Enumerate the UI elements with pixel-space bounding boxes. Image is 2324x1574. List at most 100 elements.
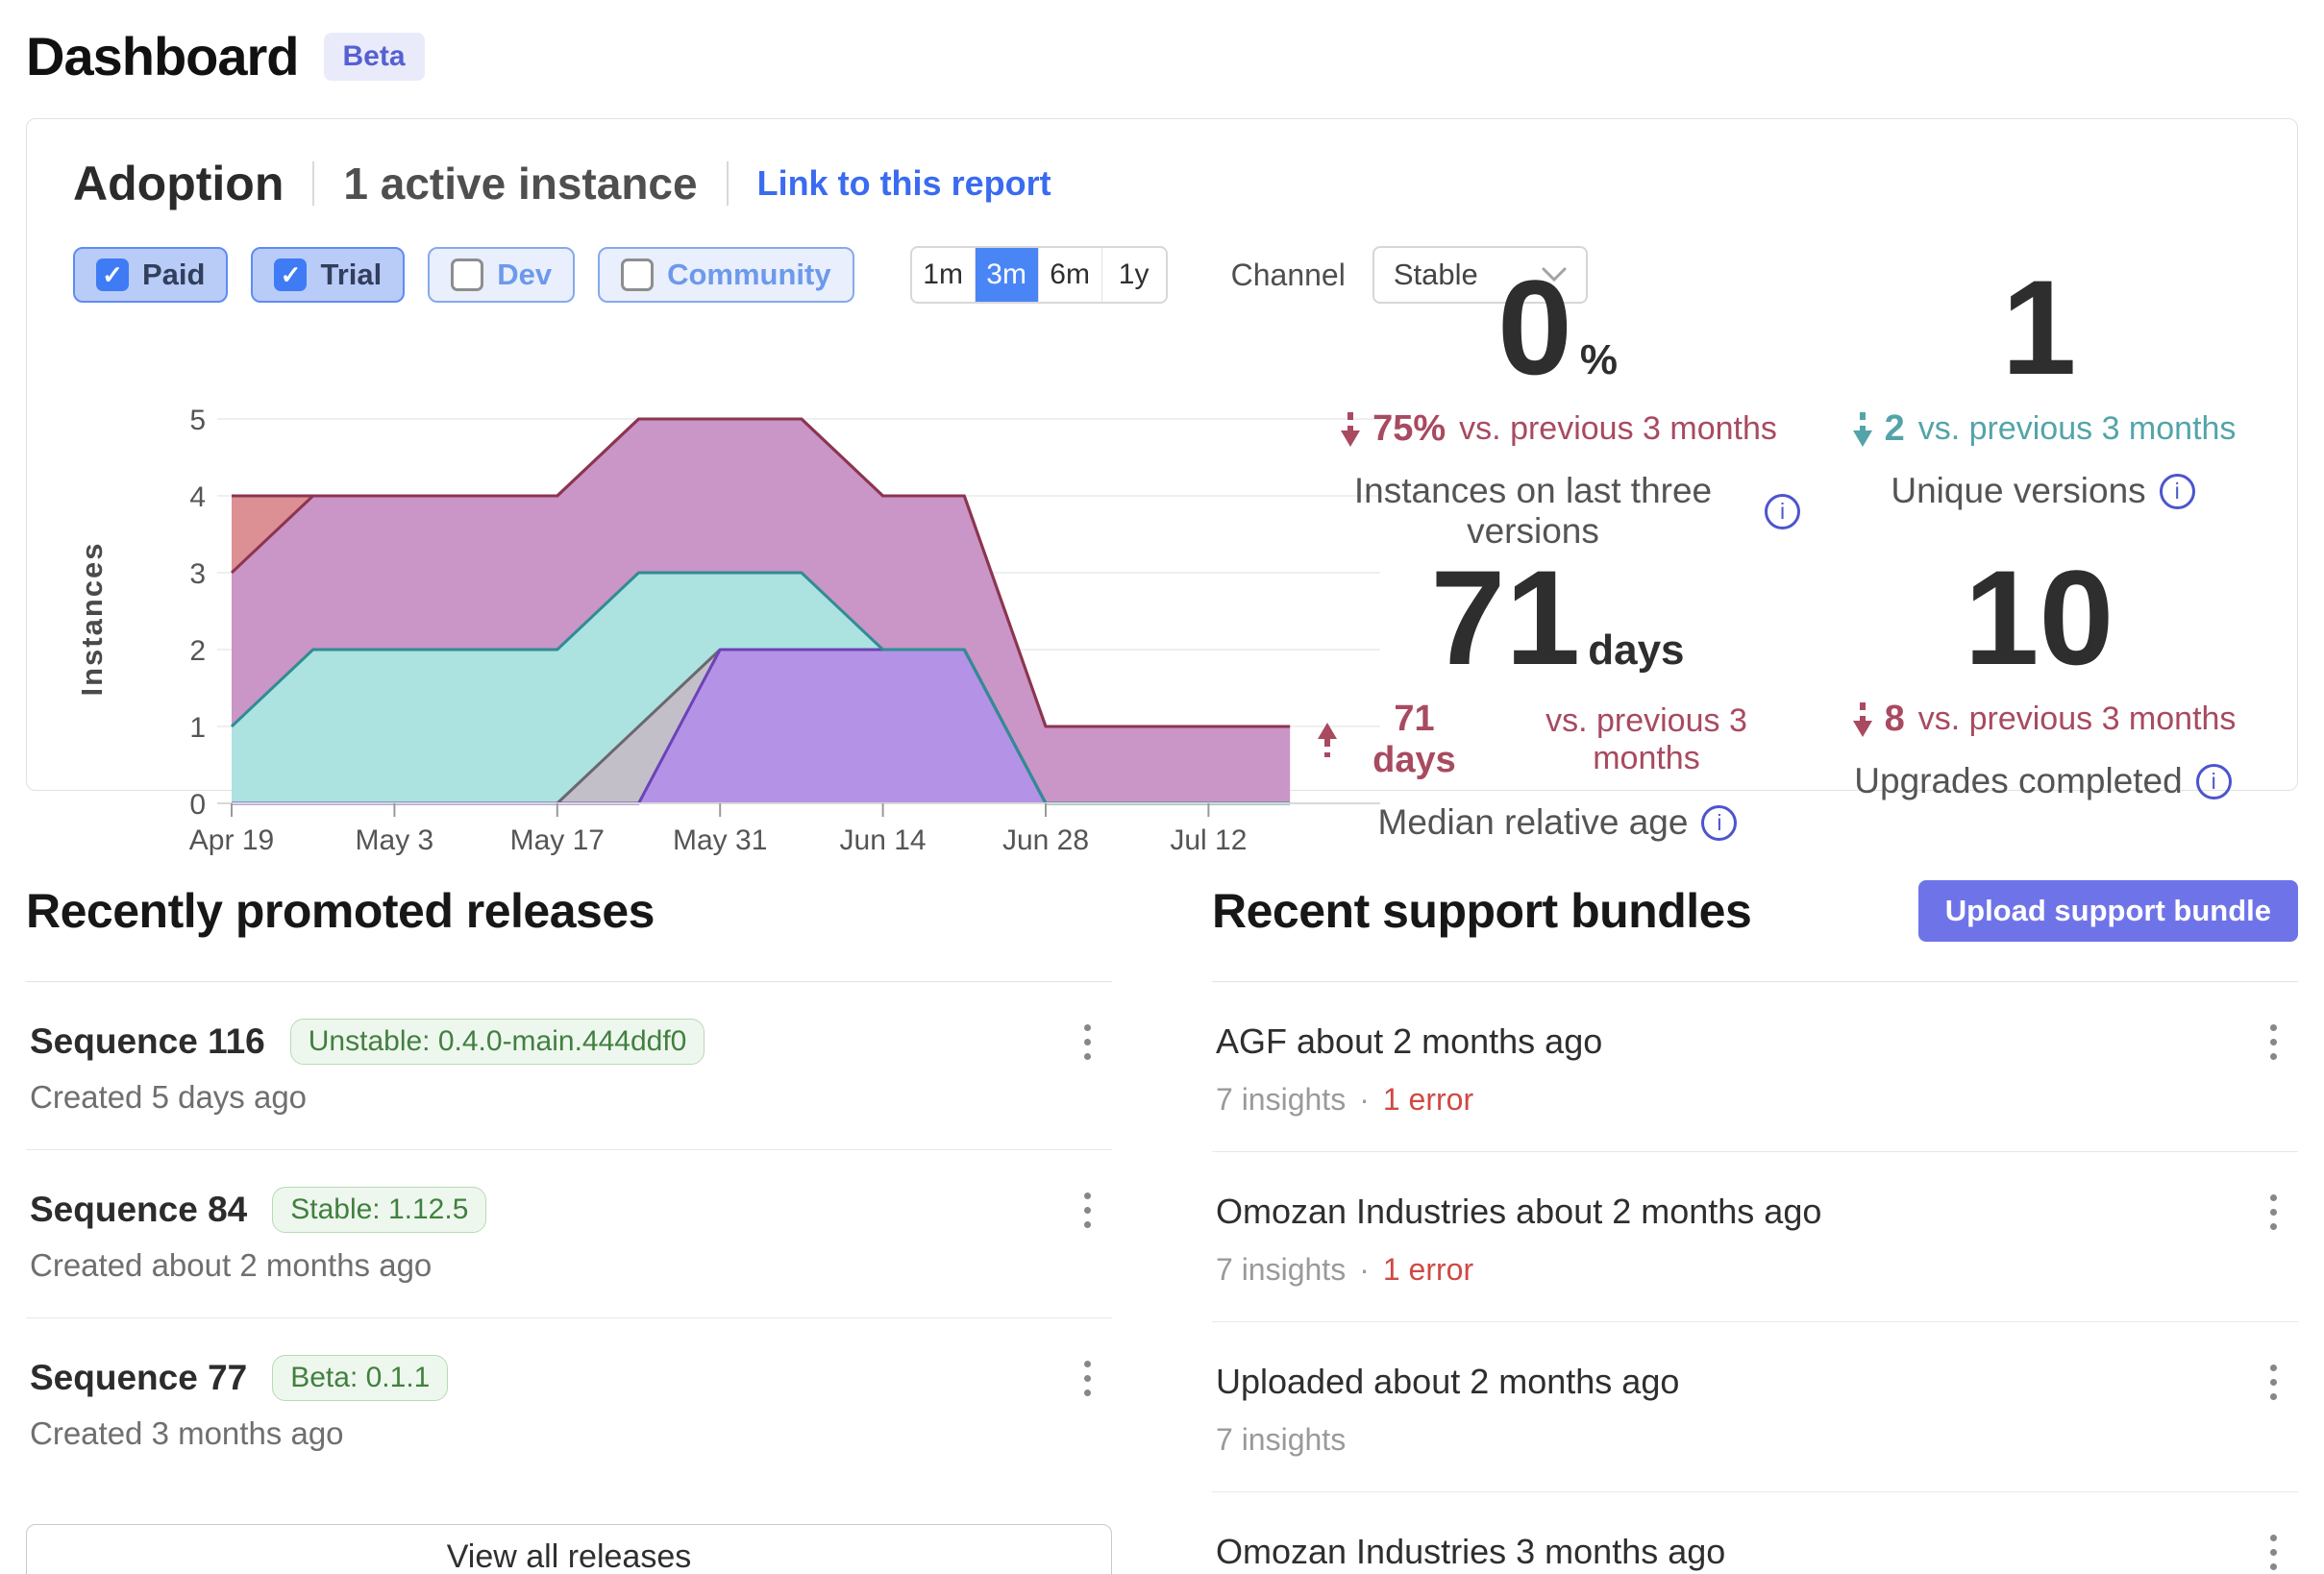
releases-header: Recently promoted releases	[26, 879, 1112, 943]
bundle-name: Omozan Industries about 2 months ago	[1216, 1192, 1822, 1231]
filter-dev[interactable]: Dev	[428, 247, 576, 303]
beta-badge: Beta	[323, 33, 425, 81]
stat-label: Instances on last three versions i	[1315, 471, 1800, 552]
release-channel-badge: Beta: 0.1.1	[272, 1355, 449, 1401]
filter-paid[interactable]: ✓ Paid	[73, 247, 229, 303]
arrow-down-icon	[1852, 701, 1872, 737]
support-bundle-row: Uploaded about 2 months ago 7 insights	[1212, 1322, 2298, 1492]
info-icon[interactable]: i	[2195, 763, 2232, 799]
view-all-releases-button[interactable]: View all releases	[26, 1524, 1112, 1574]
release-row: Sequence 84 Stable: 1.12.5 Created about…	[26, 1150, 1112, 1318]
range-1m[interactable]: 1m	[912, 248, 976, 302]
release-row: Sequence 116 Unstable: 0.4.0-main.444ddf…	[26, 982, 1112, 1150]
stat-instances-last-three-versions: 0% 75% vs. previous 3 months Instances on…	[1315, 252, 1800, 551]
stat-unique-versions: 1 2 vs. previous 3 months Unique versions…	[1800, 252, 2286, 510]
svg-text:May 31: May 31	[673, 824, 767, 856]
arrow-down-icon	[1341, 411, 1361, 447]
filter-trial[interactable]: ✓ Trial	[251, 247, 406, 303]
svg-text:0: 0	[189, 789, 206, 821]
page-title: Dashboard	[26, 26, 299, 86]
release-row: Sequence 77 Beta: 0.1.1 Created 3 months…	[26, 1318, 1112, 1486]
svg-text:3: 3	[189, 558, 206, 590]
range-3m[interactable]: 3m	[975, 248, 1039, 302]
adoption-card-header: Adoption 1 active instance Link to this …	[73, 156, 2251, 211]
lower-columns: Recently promoted releases Sequence 116 …	[26, 879, 2298, 1574]
divider	[312, 161, 315, 206]
error-count: 1 error	[1382, 1082, 1474, 1117]
stat-trend: 71 days vs. previous 3 months	[1315, 699, 1800, 781]
support-bundle-row: Omozan Industries 3 months ago 7 insight…	[1212, 1492, 2298, 1574]
checkbox-checked-icon: ✓	[96, 258, 129, 291]
channel-selected-value: Stable	[1393, 258, 1478, 291]
svg-text:Jun 14: Jun 14	[840, 824, 927, 856]
divider	[726, 161, 729, 206]
link-to-report[interactable]: Link to this report	[756, 163, 1051, 203]
svg-text:2: 2	[189, 635, 206, 667]
support-bundles-header: Recent support bundles Upload support bu…	[1212, 879, 2298, 943]
support-bundles-section: Recent support bundles Upload support bu…	[1212, 879, 2298, 1574]
support-bundles-title: Recent support bundles	[1212, 884, 1752, 938]
releases-list: Sequence 116 Unstable: 0.4.0-main.444ddf…	[26, 981, 1112, 1486]
kebab-menu-icon[interactable]	[2252, 1355, 2294, 1409]
release-name: Sequence 116	[30, 1021, 265, 1061]
support-bundle-row: Omozan Industries about 2 months ago 7 i…	[1212, 1152, 2298, 1322]
bundle-meta: 7 insights · 1 error	[1216, 1082, 1474, 1117]
bundle-name: Uploaded about 2 months ago	[1216, 1362, 1680, 1401]
info-icon[interactable]: i	[1701, 804, 1738, 841]
support-bundles-list: AGF about 2 months ago 7 insights · 1 erro…	[1212, 981, 2298, 1574]
arrow-up-icon	[1318, 723, 1337, 757]
releases-title: Recently promoted releases	[26, 884, 655, 938]
stat-upgrades-completed: 10 8 vs. previous 3 months Upgrades compl…	[1800, 551, 2286, 843]
channel-label: Channel	[1230, 257, 1346, 292]
adoption-card: Adoption 1 active instance Link to this …	[26, 118, 2298, 856]
svg-text:May 3: May 3	[356, 824, 434, 856]
stat-label: Unique versions i	[1800, 471, 2286, 511]
time-range-selector: 1m 3m 6m 1y	[909, 246, 1168, 304]
release-name: Sequence 77	[30, 1358, 248, 1397]
kebab-menu-icon[interactable]	[1066, 1351, 1108, 1405]
active-instance-count: 1 active instance	[343, 159, 698, 209]
upload-support-bundle-button[interactable]: Upload support bundle	[1917, 880, 2298, 942]
chevron-down-icon	[1542, 267, 1567, 283]
adoption-stats: 0% 75% vs. previous 3 months Instances on…	[1315, 252, 2286, 843]
error-count: 1 error	[1382, 1252, 1474, 1287]
kebab-menu-icon[interactable]	[2252, 1015, 2294, 1069]
checkbox-unchecked-icon	[451, 258, 484, 291]
svg-text:Apr 19: Apr 19	[189, 824, 274, 856]
stat-label: Median relative age i	[1315, 802, 1800, 843]
kebab-menu-icon[interactable]	[2252, 1185, 2294, 1239]
filter-community[interactable]: Community	[598, 247, 854, 303]
kebab-menu-icon[interactable]	[1066, 1183, 1108, 1237]
range-6m[interactable]: 6m	[1039, 248, 1102, 302]
release-channel-badge: Stable: 1.12.5	[272, 1187, 487, 1233]
checkbox-checked-icon: ✓	[274, 258, 308, 291]
bundle-meta: 7 insights · 1 error	[1216, 1252, 1474, 1287]
stat-trend: 8 vs. previous 3 months	[1800, 699, 2286, 740]
release-created: Created 5 days ago	[30, 1079, 308, 1115]
release-created: Created 3 months ago	[30, 1415, 344, 1451]
svg-text:Jun 28: Jun 28	[1002, 824, 1089, 856]
svg-text:May 17: May 17	[510, 824, 605, 856]
bundle-meta: 7 insights	[1216, 1422, 1347, 1457]
svg-text:4: 4	[189, 481, 206, 513]
svg-text:Instances: Instances	[75, 541, 109, 696]
release-channel-badge: Unstable: 0.4.0-main.444ddf0	[289, 1019, 705, 1065]
stat-trend: 2 vs. previous 3 months	[1800, 408, 2286, 450]
info-icon[interactable]: i	[1765, 493, 1800, 529]
kebab-menu-icon[interactable]	[2252, 1525, 2294, 1574]
range-1y[interactable]: 1y	[1118, 258, 1150, 290]
info-icon[interactable]: i	[2159, 473, 2195, 509]
stat-value: 0%	[1497, 252, 1618, 403]
stat-label: Upgrades completed i	[1800, 761, 2286, 801]
kebab-menu-icon[interactable]	[1066, 1015, 1108, 1069]
adoption-controls: ✓ Paid ✓ Trial Dev Community 1m 3m 6m 1y	[73, 246, 2251, 304]
arrow-down-icon	[1852, 411, 1872, 447]
svg-text:5: 5	[189, 405, 206, 436]
releases-section: Recently promoted releases Sequence 116 …	[26, 879, 1112, 1574]
stat-median-relative-age: 71 days 71 days vs. previous 3 months Medi…	[1315, 551, 1800, 843]
page-header: Dashboard Beta	[26, 25, 2298, 87]
release-name: Sequence 84	[30, 1190, 248, 1229]
stat-value: 1	[2001, 252, 2077, 403]
channel-select[interactable]: Stable	[1372, 246, 1588, 304]
